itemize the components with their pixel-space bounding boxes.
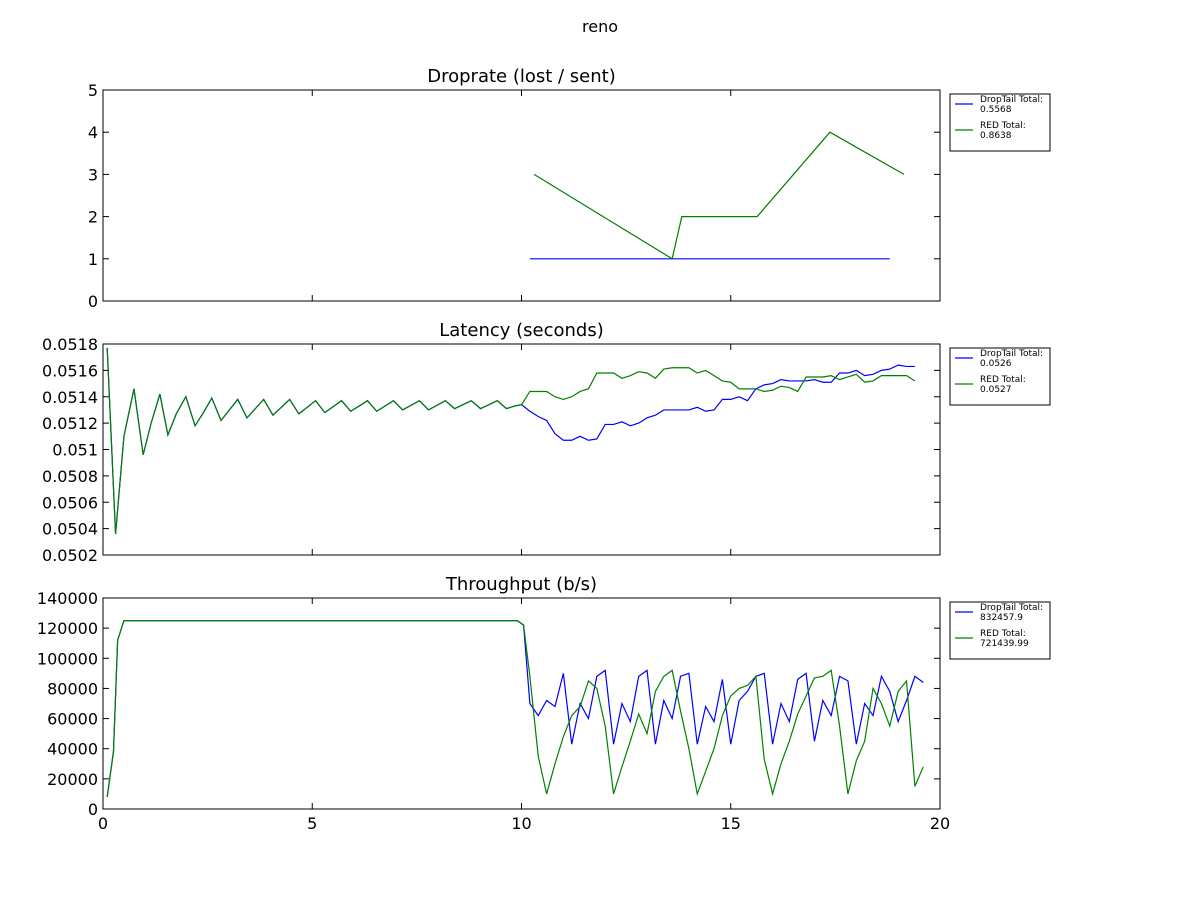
x-tick-label: 10 — [511, 814, 531, 833]
series-line — [106, 620, 924, 798]
y-tick-label: 120000 — [37, 619, 98, 638]
subplot-title: Throughput (b/s) — [445, 574, 597, 595]
y-tick-label: 80000 — [47, 679, 98, 698]
y-tick-label: 0.0506 — [42, 493, 98, 512]
y-tick-label: 140000 — [37, 589, 98, 608]
y-tick-label: 0 — [88, 800, 98, 819]
y-tick-label: 5 — [88, 81, 98, 100]
legend-label: RED Total: 0.0527 — [980, 375, 1026, 395]
y-tick-label: 0.0518 — [42, 335, 98, 354]
legend-label: DropTail Total: 0.0526 — [980, 349, 1043, 369]
y-tick-label: 0.0516 — [42, 361, 98, 380]
series-line — [533, 131, 905, 260]
subplot-title: Latency (seconds) — [439, 320, 604, 341]
series-line — [106, 347, 916, 534]
subplot-title: Droprate (lost / sent) — [427, 66, 616, 87]
legend-label: RED Total: 0.8638 — [980, 121, 1026, 141]
legend-label: DropTail Total: 0.5568 — [980, 95, 1043, 115]
y-tick-label: 20000 — [47, 770, 98, 789]
x-tick-label: 0 — [98, 814, 108, 833]
y-tick-label: 40000 — [47, 740, 98, 759]
figure-title: reno — [582, 17, 618, 36]
series-line — [106, 620, 924, 798]
plot-frame — [102, 89, 941, 302]
y-tick-label: 3 — [88, 165, 98, 184]
x-tick-label: 5 — [307, 814, 317, 833]
y-tick-label: 2 — [88, 208, 98, 227]
y-tick-label: 0.0512 — [42, 414, 98, 433]
x-tick-label: 20 — [930, 814, 950, 833]
plot-frame — [102, 343, 941, 556]
legend-box — [949, 347, 1051, 406]
y-tick-label: 60000 — [47, 710, 98, 729]
y-tick-label: 0.0508 — [42, 467, 98, 486]
x-tick-label: 15 — [721, 814, 741, 833]
legend-label: DropTail Total: 832457.9 — [980, 603, 1043, 623]
y-tick-label: 4 — [88, 123, 98, 142]
plot-frame — [102, 597, 941, 810]
y-tick-label: 0.0502 — [42, 546, 98, 565]
y-tick-label: 0 — [88, 292, 98, 311]
y-tick-label: 0.0514 — [42, 388, 98, 407]
y-tick-label: 1 — [88, 250, 98, 269]
y-tick-label: 0.0504 — [42, 520, 98, 539]
y-tick-label: 100000 — [37, 649, 98, 668]
y-tick-label: 0.051 — [52, 441, 98, 460]
legend-label: RED Total: 721439.99 — [980, 629, 1029, 649]
